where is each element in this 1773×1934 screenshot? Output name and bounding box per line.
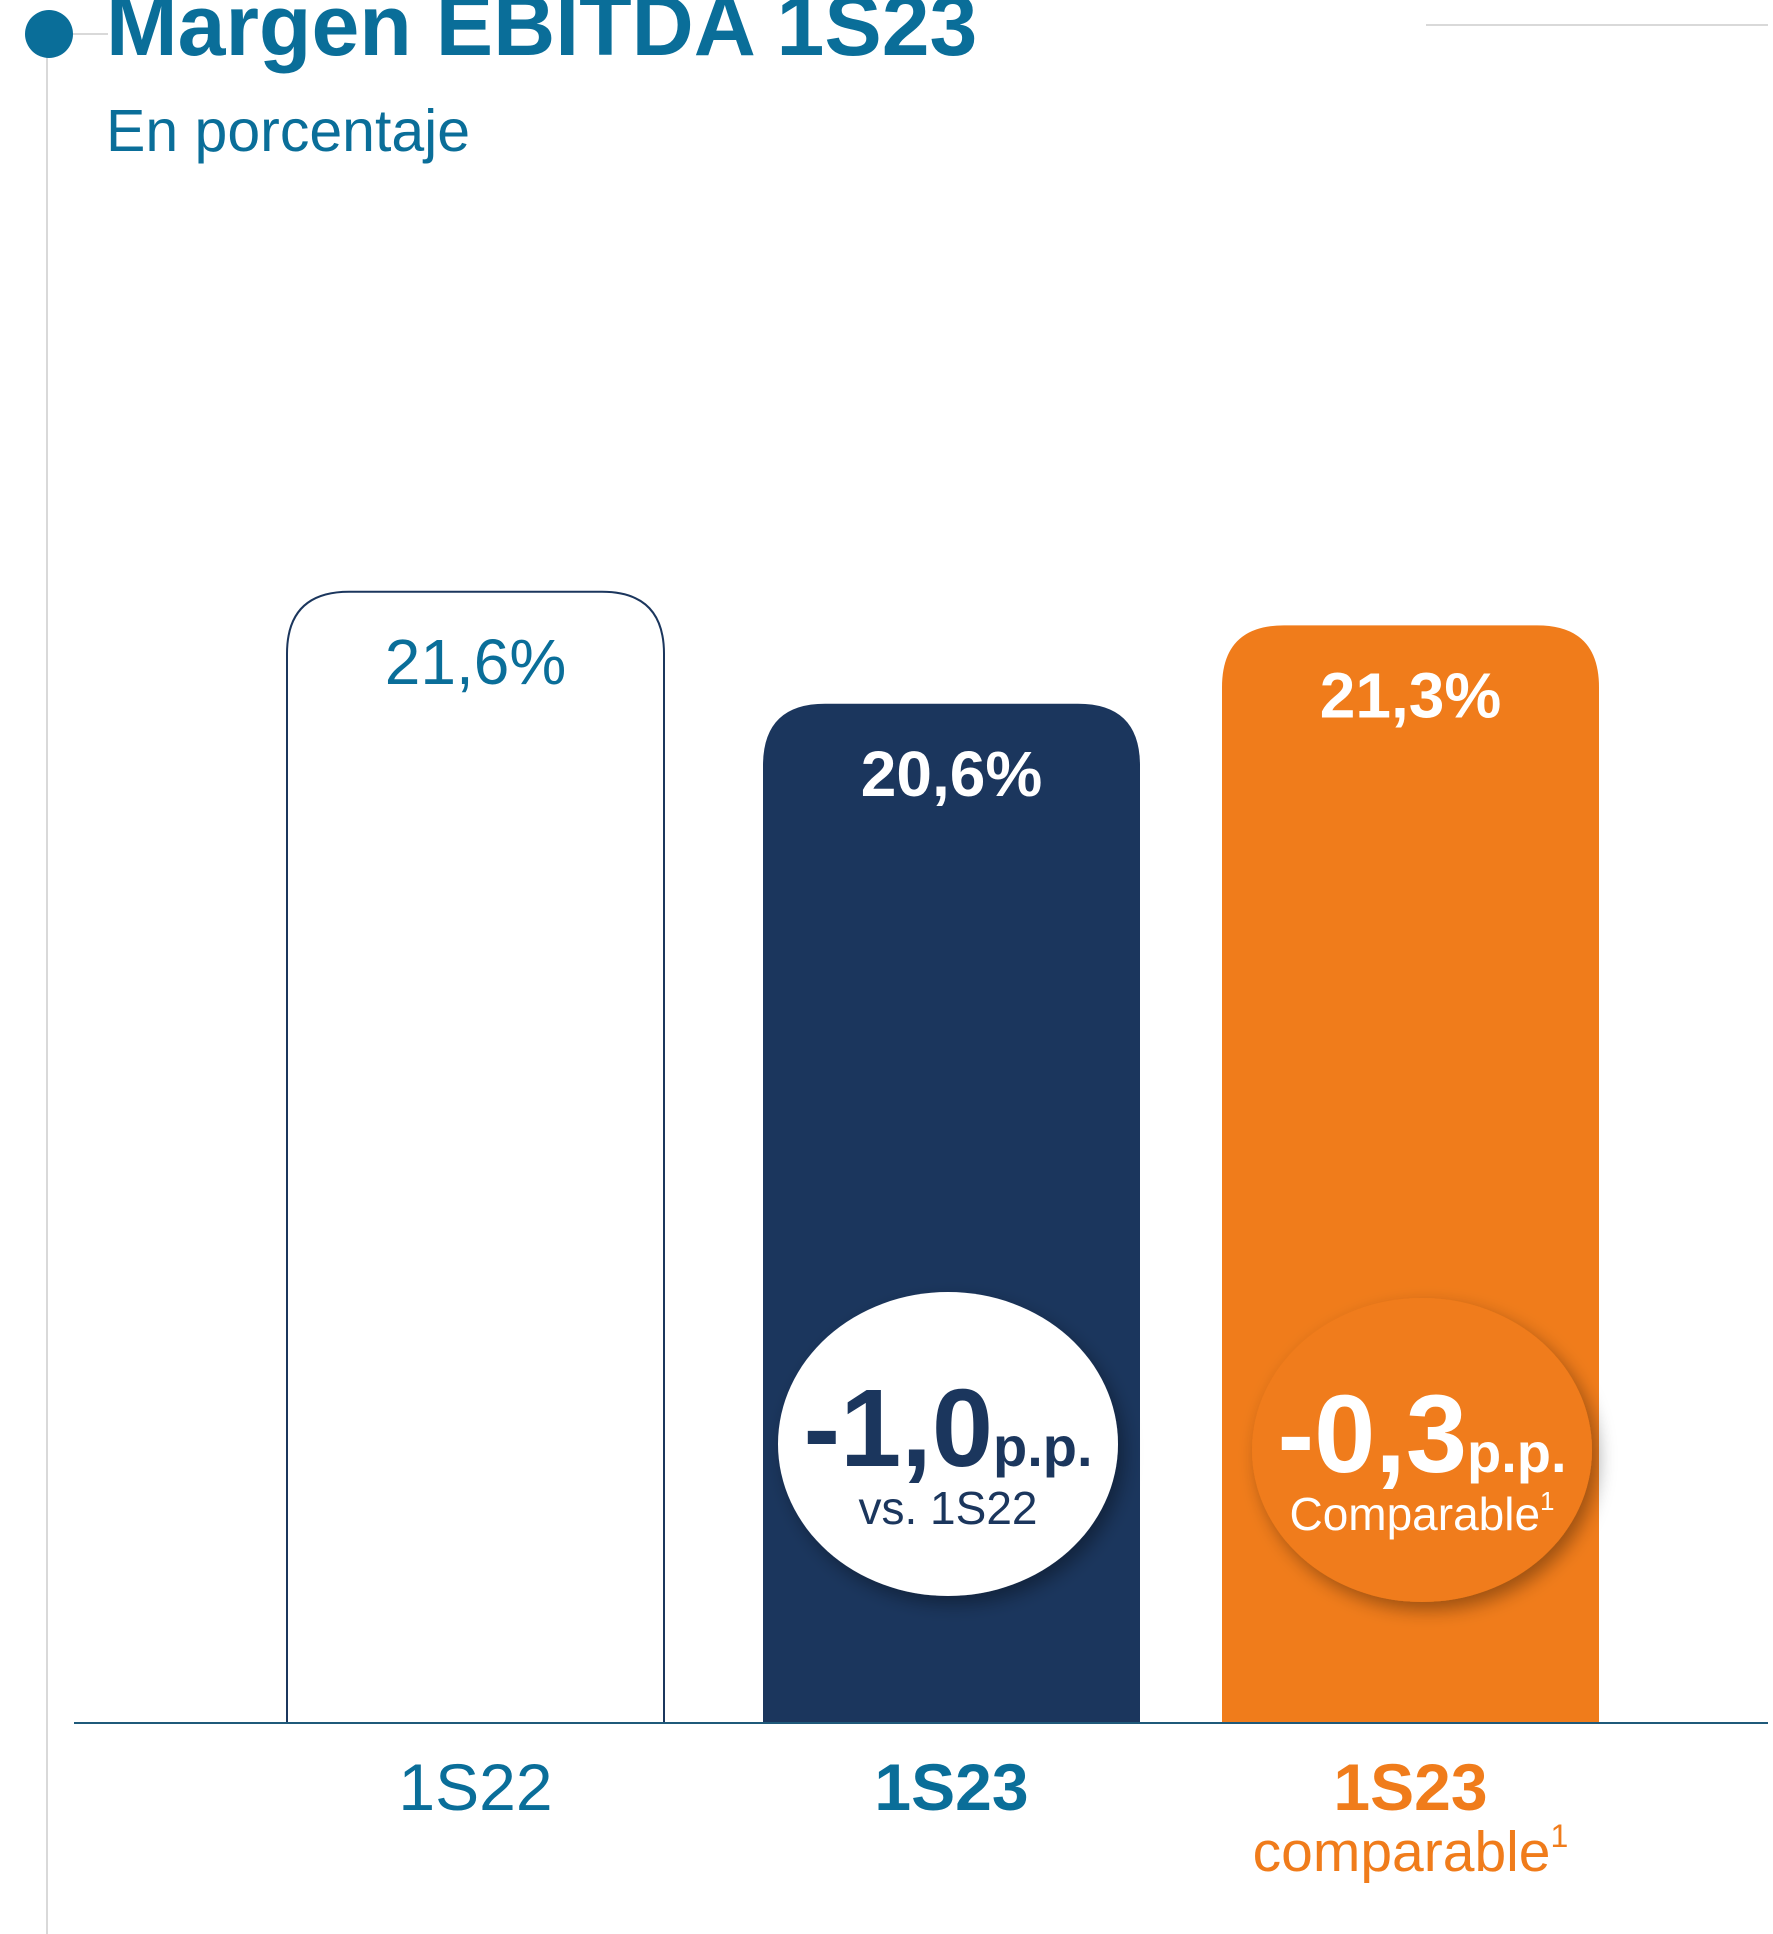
footnote-mark: 1 bbox=[1551, 1818, 1569, 1854]
x-tick-label: 1S23 bbox=[1333, 1750, 1487, 1824]
x-tick-label: 1S23 bbox=[874, 1750, 1028, 1824]
note-text: vs. 1S22 bbox=[859, 1482, 1038, 1534]
change-value: -1,0p.p. bbox=[803, 1367, 1092, 1490]
chart-title: Margen EBITDA 1S23 bbox=[106, 0, 977, 74]
value-label: 21,3% bbox=[1320, 659, 1501, 731]
change-value: -0,3p.p. bbox=[1277, 1373, 1566, 1496]
footnote-mark: 1 bbox=[1540, 1486, 1554, 1516]
change-unit: p.p. bbox=[1467, 1421, 1567, 1484]
change-bubble bbox=[778, 1292, 1118, 1596]
x-tick-label: 1S22 bbox=[398, 1750, 552, 1824]
change-label: -1,0 bbox=[803, 1367, 993, 1490]
change-label: -0,3 bbox=[1277, 1373, 1467, 1496]
change-unit: p.p. bbox=[993, 1415, 1093, 1478]
x-tick-sublabel: comparable1 bbox=[1253, 1818, 1569, 1884]
sublabel-text: comparable bbox=[1253, 1820, 1551, 1884]
bar bbox=[286, 590, 665, 1724]
change-note: Comparable1 bbox=[1289, 1486, 1554, 1540]
value-label: 20,6% bbox=[861, 738, 1042, 810]
chart-subtitle: En porcentaje bbox=[106, 98, 470, 164]
change-note: vs. 1S22 bbox=[859, 1482, 1038, 1534]
note-text: Comparable bbox=[1289, 1488, 1540, 1540]
change-bubble bbox=[1252, 1298, 1592, 1602]
title-dot bbox=[25, 10, 73, 58]
value-label: 21,6% bbox=[385, 626, 566, 698]
